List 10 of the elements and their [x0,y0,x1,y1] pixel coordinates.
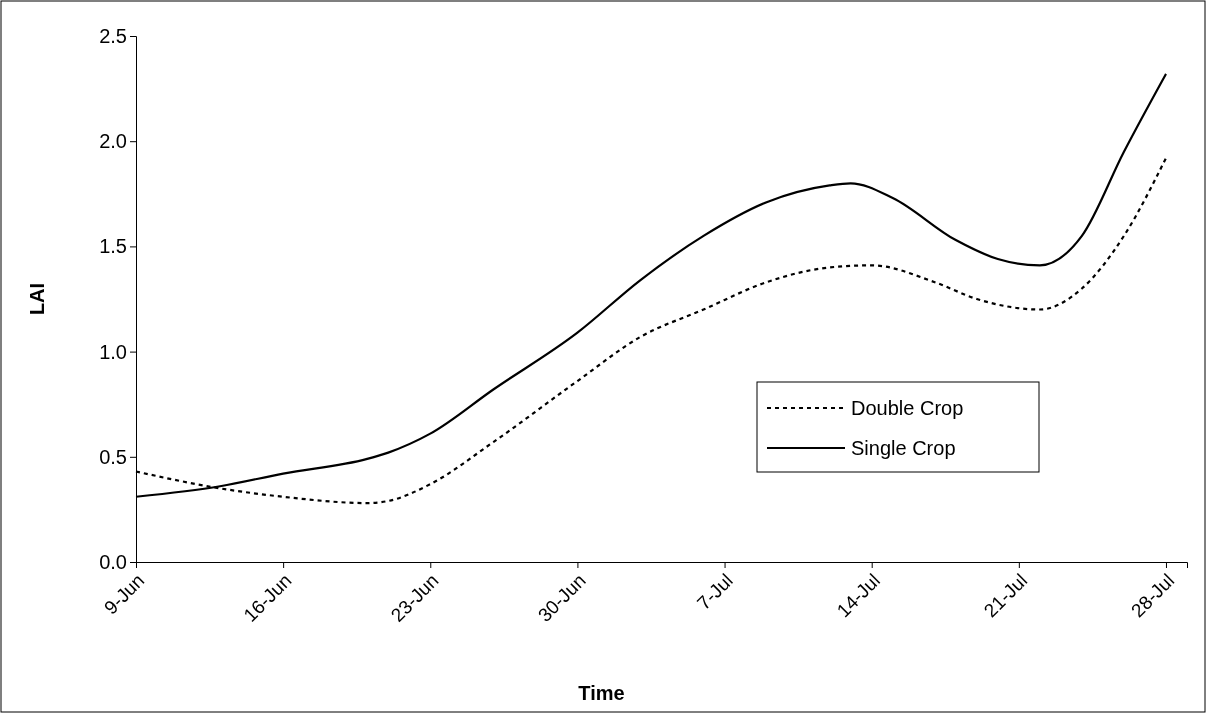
y-tick-label: 2.5 [99,24,127,47]
legend-label: Single Crop [851,437,956,459]
y-tick-label: 1.0 [99,340,127,363]
legend-label: Double Crop [851,397,964,419]
y-tick-label: 1.5 [99,235,127,258]
y-tick-label: 0.5 [99,445,127,468]
x-axis-title: Time [578,682,625,704]
y-axis-title: LAI [26,282,48,316]
y-tick-label: 2.0 [99,130,127,153]
y-tick-label: 0.0 [99,550,127,573]
